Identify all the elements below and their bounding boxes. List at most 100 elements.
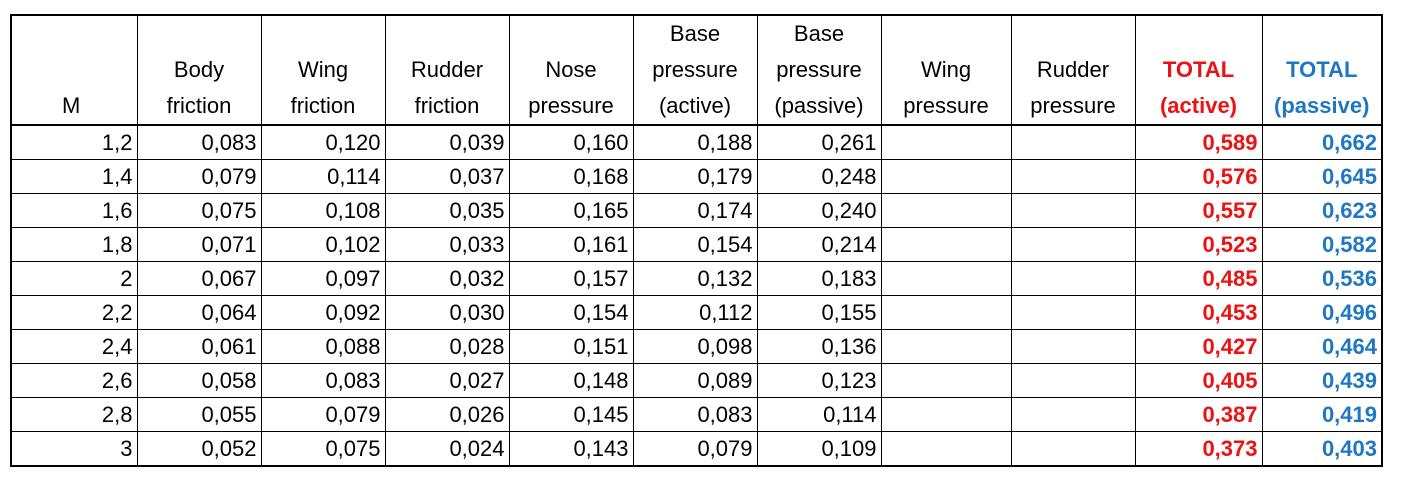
- cell-rudder-friction[interactable]: 0,026: [384, 397, 510, 432]
- cell-base-pressure-passive[interactable]: 0,240: [756, 193, 882, 228]
- cell-rudder-friction[interactable]: 0,027: [384, 363, 510, 398]
- column-header-total-active[interactable]: TOTAL (active): [1134, 14, 1263, 126]
- cell-body-friction[interactable]: 0,052: [136, 431, 262, 467]
- cell-m[interactable]: 3: [10, 431, 138, 467]
- cell-base-pressure-active[interactable]: 0,154: [632, 227, 758, 262]
- cell-nose-pressure[interactable]: 0,148: [508, 363, 634, 398]
- cell-rudder-pressure[interactable]: [1010, 295, 1136, 330]
- cell-m[interactable]: 2,4: [10, 329, 138, 364]
- cell-nose-pressure[interactable]: 0,145: [508, 397, 634, 432]
- cell-nose-pressure[interactable]: 0,157: [508, 261, 634, 296]
- cell-m[interactable]: 2,8: [10, 397, 138, 432]
- cell-base-pressure-active[interactable]: 0,112: [632, 295, 758, 330]
- cell-wing-pressure[interactable]: [880, 295, 1012, 330]
- cell-base-pressure-active[interactable]: 0,179: [632, 159, 758, 194]
- cell-wing-friction[interactable]: 0,120: [260, 124, 386, 160]
- cell-total-passive[interactable]: 0,439: [1261, 363, 1383, 398]
- cell-rudder-pressure[interactable]: [1010, 124, 1136, 160]
- cell-body-friction[interactable]: 0,058: [136, 363, 262, 398]
- cell-rudder-friction[interactable]: 0,037: [384, 159, 510, 194]
- cell-total-active[interactable]: 0,589: [1134, 124, 1263, 160]
- cell-total-passive[interactable]: 0,662: [1261, 124, 1383, 160]
- cell-rudder-pressure[interactable]: [1010, 363, 1136, 398]
- cell-total-passive[interactable]: 0,582: [1261, 227, 1383, 262]
- cell-wing-pressure[interactable]: [880, 159, 1012, 194]
- cell-wing-friction[interactable]: 0,083: [260, 363, 386, 398]
- cell-rudder-pressure[interactable]: [1010, 431, 1136, 467]
- cell-body-friction[interactable]: 0,071: [136, 227, 262, 262]
- cell-wing-friction[interactable]: 0,108: [260, 193, 386, 228]
- cell-base-pressure-passive[interactable]: 0,136: [756, 329, 882, 364]
- cell-nose-pressure[interactable]: 0,143: [508, 431, 634, 467]
- cell-wing-friction[interactable]: 0,102: [260, 227, 386, 262]
- column-header-base-pressure-passive[interactable]: Base pressure (passive): [756, 14, 882, 126]
- cell-total-passive[interactable]: 0,419: [1261, 397, 1383, 432]
- cell-total-active[interactable]: 0,427: [1134, 329, 1263, 364]
- cell-nose-pressure[interactable]: 0,160: [508, 124, 634, 160]
- column-header-body-friction[interactable]: Body friction: [136, 14, 262, 126]
- column-header-wing-friction[interactable]: Wing friction: [260, 14, 386, 126]
- cell-nose-pressure[interactable]: 0,151: [508, 329, 634, 364]
- cell-m[interactable]: 2,2: [10, 295, 138, 330]
- cell-wing-pressure[interactable]: [880, 329, 1012, 364]
- cell-base-pressure-active[interactable]: 0,098: [632, 329, 758, 364]
- cell-total-passive[interactable]: 0,496: [1261, 295, 1383, 330]
- cell-wing-pressure[interactable]: [880, 431, 1012, 467]
- column-header-nose-pressure[interactable]: Nose pressure: [508, 14, 634, 126]
- cell-body-friction[interactable]: 0,075: [136, 193, 262, 228]
- cell-nose-pressure[interactable]: 0,165: [508, 193, 634, 228]
- cell-wing-friction[interactable]: 0,088: [260, 329, 386, 364]
- cell-wing-pressure[interactable]: [880, 227, 1012, 262]
- cell-rudder-friction[interactable]: 0,032: [384, 261, 510, 296]
- cell-wing-pressure[interactable]: [880, 193, 1012, 228]
- cell-total-active[interactable]: 0,576: [1134, 159, 1263, 194]
- column-header-wing-pressure[interactable]: Wing pressure: [880, 14, 1012, 126]
- cell-base-pressure-passive[interactable]: 0,123: [756, 363, 882, 398]
- column-header-m[interactable]: M: [10, 14, 138, 126]
- cell-base-pressure-active[interactable]: 0,079: [632, 431, 758, 467]
- cell-total-active[interactable]: 0,453: [1134, 295, 1263, 330]
- cell-base-pressure-passive[interactable]: 0,109: [756, 431, 882, 467]
- cell-m[interactable]: 1,2: [10, 124, 138, 160]
- cell-base-pressure-active[interactable]: 0,174: [632, 193, 758, 228]
- cell-m[interactable]: 1,4: [10, 159, 138, 194]
- cell-rudder-friction[interactable]: 0,039: [384, 124, 510, 160]
- cell-rudder-friction[interactable]: 0,028: [384, 329, 510, 364]
- cell-m[interactable]: 1,8: [10, 227, 138, 262]
- cell-body-friction[interactable]: 0,079: [136, 159, 262, 194]
- cell-base-pressure-passive[interactable]: 0,114: [756, 397, 882, 432]
- cell-base-pressure-passive[interactable]: 0,261: [756, 124, 882, 160]
- cell-m[interactable]: 2: [10, 261, 138, 296]
- cell-base-pressure-active[interactable]: 0,083: [632, 397, 758, 432]
- cell-total-passive[interactable]: 0,464: [1261, 329, 1383, 364]
- cell-body-friction[interactable]: 0,083: [136, 124, 262, 160]
- cell-rudder-pressure[interactable]: [1010, 227, 1136, 262]
- cell-rudder-friction[interactable]: 0,033: [384, 227, 510, 262]
- cell-total-active[interactable]: 0,405: [1134, 363, 1263, 398]
- cell-nose-pressure[interactable]: 0,168: [508, 159, 634, 194]
- cell-total-active[interactable]: 0,523: [1134, 227, 1263, 262]
- cell-base-pressure-passive[interactable]: 0,214: [756, 227, 882, 262]
- cell-wing-friction[interactable]: 0,075: [260, 431, 386, 467]
- cell-total-passive[interactable]: 0,645: [1261, 159, 1383, 194]
- cell-wing-friction[interactable]: 0,092: [260, 295, 386, 330]
- column-header-rudder-pressure[interactable]: Rudder pressure: [1010, 14, 1136, 126]
- cell-rudder-pressure[interactable]: [1010, 397, 1136, 432]
- cell-rudder-friction[interactable]: 0,024: [384, 431, 510, 467]
- cell-base-pressure-passive[interactable]: 0,183: [756, 261, 882, 296]
- cell-nose-pressure[interactable]: 0,154: [508, 295, 634, 330]
- cell-total-active[interactable]: 0,485: [1134, 261, 1263, 296]
- column-header-base-pressure-active[interactable]: Base pressure (active): [632, 14, 758, 126]
- cell-base-pressure-active[interactable]: 0,188: [632, 124, 758, 160]
- cell-rudder-pressure[interactable]: [1010, 193, 1136, 228]
- cell-total-passive[interactable]: 0,623: [1261, 193, 1383, 228]
- cell-nose-pressure[interactable]: 0,161: [508, 227, 634, 262]
- cell-base-pressure-active[interactable]: 0,132: [632, 261, 758, 296]
- cell-total-active[interactable]: 0,373: [1134, 431, 1263, 467]
- cell-base-pressure-passive[interactable]: 0,248: [756, 159, 882, 194]
- cell-rudder-pressure[interactable]: [1010, 261, 1136, 296]
- column-header-rudder-friction[interactable]: Rudder friction: [384, 14, 510, 126]
- cell-wing-pressure[interactable]: [880, 261, 1012, 296]
- cell-total-passive[interactable]: 0,403: [1261, 431, 1383, 467]
- cell-rudder-friction[interactable]: 0,030: [384, 295, 510, 330]
